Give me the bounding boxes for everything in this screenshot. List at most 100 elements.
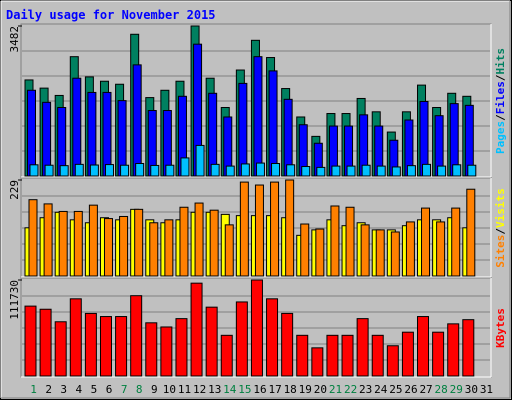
x-tick-label: 29 — [450, 383, 463, 396]
bar — [175, 318, 188, 377]
bar — [224, 224, 234, 277]
x-tick-label: 14 — [223, 383, 237, 396]
bar — [165, 164, 175, 177]
bar — [451, 207, 461, 277]
bar — [74, 163, 84, 177]
bar — [150, 164, 160, 177]
x-tick-label: 15 — [238, 383, 251, 396]
bar — [271, 163, 281, 177]
bar — [285, 179, 295, 277]
legend-separator: / — [494, 74, 507, 81]
x-tick-label: 6 — [106, 383, 113, 396]
bar — [190, 282, 203, 377]
bar — [432, 331, 445, 377]
bar — [286, 164, 296, 177]
bar — [390, 231, 400, 277]
bar — [87, 91, 97, 177]
bar — [281, 312, 294, 377]
bar — [447, 323, 460, 377]
x-tick-label: 22 — [344, 383, 357, 396]
bar — [386, 345, 399, 377]
legend-entry: Sites — [494, 235, 507, 268]
bar — [301, 166, 311, 177]
bar — [210, 163, 220, 177]
x-tick-label: 5 — [91, 383, 98, 396]
bar — [417, 316, 430, 377]
bar — [58, 210, 68, 277]
bar — [253, 56, 263, 177]
x-tick-label: 9 — [151, 383, 158, 396]
bar — [209, 209, 219, 277]
bar — [54, 321, 67, 377]
bar — [44, 164, 54, 177]
x-tick-label: 30 — [465, 383, 478, 396]
bar — [406, 165, 416, 177]
bar — [360, 224, 370, 277]
x-tick-label: 10 — [163, 383, 176, 396]
legend-separator: / — [494, 228, 507, 235]
bar — [120, 164, 130, 177]
bar — [376, 165, 386, 177]
legend: Sites/Visits — [494, 188, 507, 268]
bar — [135, 163, 145, 177]
bar — [331, 165, 341, 177]
bar — [73, 210, 83, 277]
bar — [194, 202, 204, 277]
bar — [330, 205, 340, 277]
y-tick-label: 229 — [8, 180, 21, 200]
bar — [311, 347, 324, 377]
bar — [240, 163, 250, 177]
bar — [88, 204, 98, 277]
legend: Pages/Files/Hits — [494, 48, 507, 154]
bar — [195, 144, 205, 177]
bar — [117, 100, 127, 177]
bar — [436, 221, 446, 277]
bar — [345, 206, 355, 277]
bar — [346, 165, 356, 177]
bar — [356, 318, 369, 377]
bar — [205, 306, 218, 377]
x-tick-label: 13 — [208, 383, 221, 396]
x-tick-label: 3 — [60, 383, 67, 396]
bar — [238, 82, 248, 177]
legend-entry: Files — [494, 81, 507, 114]
bar — [371, 334, 384, 377]
x-tick-label: 8 — [136, 383, 143, 396]
bar — [235, 301, 248, 377]
bar — [421, 207, 431, 277]
legend-entry: Pages — [494, 121, 507, 154]
bar — [27, 89, 36, 177]
bar — [99, 316, 112, 377]
bar — [250, 279, 263, 377]
bar — [28, 199, 38, 277]
chart-title: Daily usage for November 2015 — [6, 8, 216, 22]
bar — [145, 322, 158, 377]
x-tick-label: 1 — [30, 383, 37, 396]
x-tick-label: 26 — [404, 383, 417, 396]
bar — [103, 218, 113, 277]
bar — [119, 215, 129, 277]
x-tick-label: 27 — [419, 383, 432, 396]
bar — [134, 208, 144, 277]
bar — [24, 305, 37, 377]
legend: KBytes — [494, 308, 507, 348]
bar — [43, 203, 53, 277]
bar — [180, 157, 190, 177]
x-tick-label: 21 — [329, 383, 342, 396]
bar — [84, 312, 97, 377]
x-tick-label: 7 — [121, 383, 128, 396]
x-tick-label: 25 — [389, 383, 402, 396]
bar — [315, 228, 325, 277]
y-tick-label: 111730 — [8, 280, 21, 320]
bar — [300, 223, 310, 277]
bar — [326, 334, 339, 377]
bar — [59, 165, 69, 177]
bar — [296, 334, 309, 377]
x-tick-label: 31 — [480, 383, 493, 396]
bar — [254, 184, 264, 277]
x-tick-label: 12 — [193, 383, 206, 396]
bar — [437, 165, 447, 177]
bar — [422, 163, 432, 177]
x-tick-label: 4 — [76, 383, 83, 396]
